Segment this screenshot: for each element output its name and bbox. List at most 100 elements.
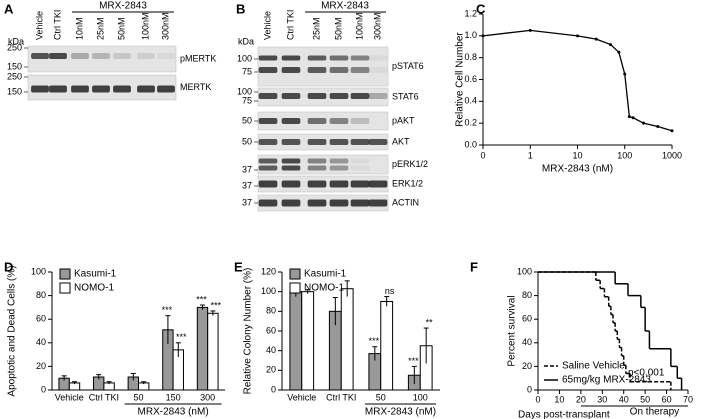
blot-header: MRX-2843 [99, 1, 147, 12]
blot-band [350, 158, 370, 164]
data-point [609, 43, 613, 47]
y-tick-label: 60 [36, 314, 46, 324]
blot-band [137, 53, 155, 59]
kda-marker: 150 [7, 86, 22, 96]
data-point [670, 129, 674, 133]
blot-band [281, 158, 301, 164]
significance: *** [176, 332, 187, 342]
x-tick-label: 30 [597, 394, 607, 404]
blot-band [307, 158, 327, 164]
blot-band [329, 180, 349, 188]
panel-letter: D [4, 259, 13, 274]
x-tick-label: 100 [413, 392, 428, 402]
blot-band [350, 180, 370, 188]
blot-band [31, 53, 49, 59]
y-tick-label: 0.0 [464, 139, 477, 149]
x-axis-label: Days post-transplant [518, 410, 610, 419]
y-axis-label: Relative Colony Number (%) [243, 268, 254, 395]
y-tick-label: 100 [517, 266, 532, 276]
blot-band [350, 139, 370, 145]
y-tick-label: 20 [522, 361, 532, 371]
row-label: pAKT [392, 115, 415, 125]
x-tick-label: 0 [480, 150, 485, 160]
y-axis-label: Percent survival [507, 295, 518, 366]
blot-band [329, 158, 349, 164]
x-tick-label: 60 [662, 394, 672, 404]
blot-band [157, 53, 175, 59]
lane-label: Vehicle [262, 11, 272, 40]
p-value: p<0.001 [628, 368, 665, 379]
blot-band [350, 67, 370, 73]
lane-label: 300nM [160, 12, 170, 40]
y-tick-label: 0.6 [464, 74, 477, 84]
legend-swatch [289, 282, 301, 294]
data-point [642, 121, 646, 125]
significance: ** [426, 317, 434, 327]
x-tick-label: 50 [133, 392, 143, 402]
x-tick-label: Ctrl TKI [89, 392, 119, 402]
blot-band [157, 85, 175, 93]
data-point [627, 115, 631, 119]
blot-band [368, 67, 388, 73]
lane-label: 300nM [372, 12, 382, 40]
y-tick-label: 0 [41, 384, 46, 394]
kda-marker: 50 [242, 115, 252, 125]
kda-marker: 37 [242, 180, 252, 190]
legend-label: NOMO-1 [304, 283, 344, 294]
blot-band [307, 139, 327, 145]
bar [289, 291, 303, 391]
y-tick-label: 40 [266, 345, 276, 355]
y-tick-label: 0.4 [464, 96, 477, 106]
blot-band [307, 199, 327, 207]
panel-letter: C [476, 1, 486, 16]
y-tick-label: 0.8 [464, 52, 477, 62]
blot-band [49, 85, 67, 93]
blot-band [113, 53, 131, 59]
blot-band [113, 85, 131, 93]
lane-label: 100nM [354, 12, 364, 40]
blot-band [258, 180, 278, 188]
y-tick-label: 1.0 [464, 30, 477, 40]
y-tick-label: 80 [522, 290, 532, 300]
kda-marker: 100 [237, 86, 252, 96]
legend-label: NOMO-1 [74, 283, 114, 294]
blot-band [281, 199, 301, 207]
kda-marker: 75 [242, 95, 252, 105]
x-tick-label: 10 [554, 394, 564, 404]
y-tick-label: 100 [31, 266, 46, 276]
blot-background [257, 46, 389, 87]
blot-band [368, 93, 388, 99]
legend-label: Kasumi-1 [304, 269, 347, 280]
blot-band [258, 118, 278, 124]
y-tick-label: 40 [522, 337, 532, 347]
blot-band [329, 199, 349, 207]
blot-band [258, 165, 278, 171]
y-tick-label: 20 [36, 361, 46, 371]
blot-band [281, 139, 301, 145]
row-label: pMERTK [180, 53, 216, 63]
x-tick-label: 0 [535, 394, 540, 404]
blot-band [329, 67, 349, 73]
kda-marker: 37 [242, 197, 252, 207]
row-label: ERK1/2 [392, 178, 423, 188]
kda-marker: 37 [242, 164, 252, 174]
blot-band [71, 85, 89, 93]
blot-band [281, 165, 301, 171]
kda-marker: 250 [7, 71, 22, 81]
x-tick-label: 150 [166, 392, 181, 402]
bar [196, 306, 209, 391]
kda-label: kDa [8, 36, 24, 46]
x-tick-label: 40 [619, 394, 629, 404]
kda-marker: 250 [7, 42, 22, 52]
significance: *** [369, 336, 380, 346]
blot-band [307, 93, 327, 99]
legend-swatch [59, 282, 71, 294]
significance: *** [162, 305, 173, 315]
y-tick-label: 100 [261, 286, 276, 296]
x-tick-label: 50 [640, 394, 650, 404]
y-tick-label: 20 [266, 365, 276, 375]
x-tick-label: 1 [528, 150, 533, 160]
blot-band [368, 55, 388, 61]
blot-band [329, 118, 349, 124]
